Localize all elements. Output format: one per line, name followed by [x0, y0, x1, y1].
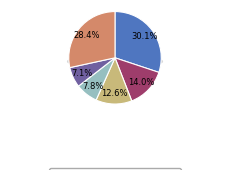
Wedge shape: [68, 12, 114, 68]
Text: 7.8%: 7.8%: [82, 82, 103, 91]
Legend: Терапевты, Педиатры, Гинекологи, Хирурги, Неврологи, Прочие: Терапевты, Педиатры, Гинекологи, Хирурги…: [49, 168, 180, 170]
Wedge shape: [96, 58, 131, 104]
Text: 28.4%: 28.4%: [73, 31, 100, 40]
Wedge shape: [70, 58, 114, 86]
Text: 12.6%: 12.6%: [100, 89, 127, 98]
Ellipse shape: [67, 56, 162, 67]
Text: 30.1%: 30.1%: [131, 32, 157, 41]
Wedge shape: [114, 58, 158, 101]
Text: 7.1%: 7.1%: [71, 69, 93, 78]
Wedge shape: [78, 58, 114, 100]
Text: 14.0%: 14.0%: [127, 78, 154, 87]
Wedge shape: [114, 12, 161, 72]
